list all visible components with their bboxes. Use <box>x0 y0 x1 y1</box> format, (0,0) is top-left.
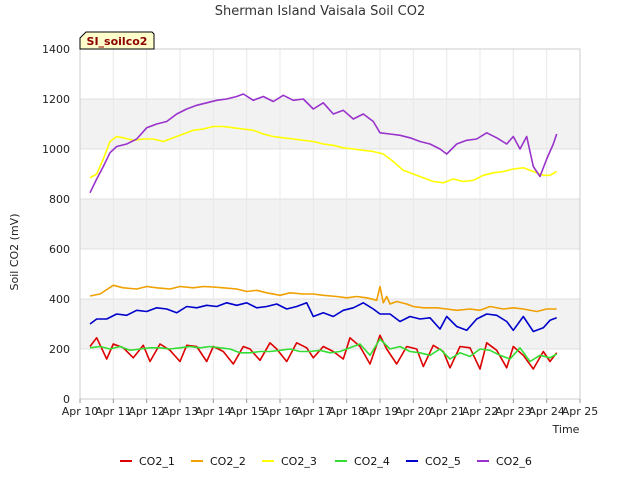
x-tick-label: Apr 19 <box>362 405 399 418</box>
series-line-co2-4 <box>89 338 558 363</box>
y-tick-label: 1000 <box>42 143 70 156</box>
legend-label: CO2_6 <box>496 455 532 468</box>
series-line-co2-6 <box>89 93 558 194</box>
x-tick-label: Apr 13 <box>162 405 199 418</box>
x-tick-label: Apr 18 <box>328 405 365 418</box>
x-tick-label: Apr 11 <box>95 405 132 418</box>
y-tick-label: 1200 <box>42 93 70 106</box>
series-layer <box>89 93 558 370</box>
legend-label: CO2_1 <box>139 455 175 468</box>
plot-bands <box>80 99 580 349</box>
x-tick-label: Apr 22 <box>462 405 499 418</box>
badge-box <box>79 31 155 50</box>
plot-frame <box>79 48 581 400</box>
y-tick-label: 200 <box>49 343 70 356</box>
y-tick-label: 800 <box>49 193 70 206</box>
chart-title: Sherman Island Vaisala Soil CO2 <box>215 4 425 19</box>
y-tick-label: 1400 <box>42 43 70 56</box>
y-tick-label: 400 <box>49 293 70 306</box>
y-axis-label: Soil CO2 (mV) <box>8 214 21 291</box>
series-line-co2-3 <box>89 125 558 184</box>
legend-label: CO2_3 <box>281 455 317 468</box>
badge-label: SI_soilco2 <box>87 35 148 48</box>
y-tick-label: 600 <box>49 243 70 256</box>
legend-label: CO2_4 <box>354 455 390 468</box>
legend: CO2_1 CO2_2 CO2_3 CO2_4 CO2_5 CO2_6 <box>120 455 532 468</box>
dataset-badge: SI_soilco2 <box>79 31 155 50</box>
legend-label: CO2_5 <box>425 455 461 468</box>
x-tick-label: Apr 12 <box>128 405 165 418</box>
x-tick-label: Apr 16 <box>262 405 299 418</box>
x-tick-label: Apr 17 <box>295 405 332 418</box>
x-tick-label: Apr 21 <box>428 405 465 418</box>
x-tick-label: Apr 25 <box>562 405 599 418</box>
plot-band <box>80 299 580 349</box>
y-tick-label: 0 <box>63 393 70 406</box>
x-tick-label: Apr 14 <box>195 405 232 418</box>
x-axis-label: Time <box>552 423 580 436</box>
x-tick-label: Apr 24 <box>528 405 565 418</box>
series-line-co2-2 <box>89 284 557 313</box>
series-line-co2-5 <box>89 301 557 333</box>
legend-label: CO2_2 <box>210 455 246 468</box>
x-tick-label: Apr 20 <box>395 405 432 418</box>
x-tick-label: Apr 10 <box>62 405 99 418</box>
x-tick-label: Apr 15 <box>228 405 265 418</box>
x-tick-label: Apr 23 <box>495 405 532 418</box>
plot-band <box>80 199 580 249</box>
